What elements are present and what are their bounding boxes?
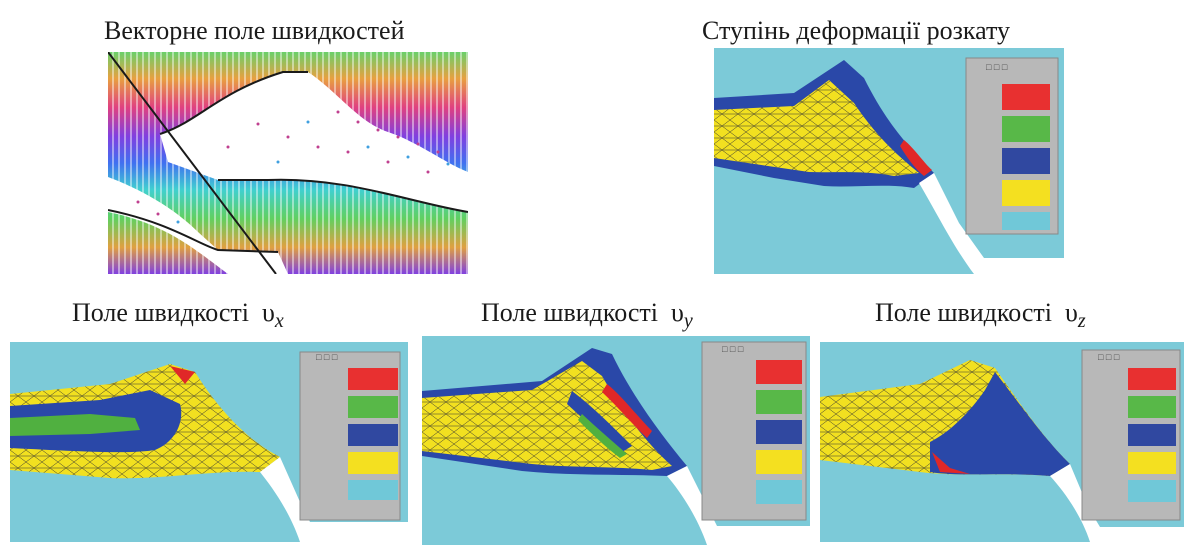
caption-velocity-x-prefix: Поле швидкості bbox=[72, 298, 249, 327]
velocity-z-svg: □ □ □ bbox=[820, 342, 1184, 542]
deformation-svg: □ □ □ bbox=[714, 48, 1064, 274]
caption-deformation: Ступінь деформації розкату bbox=[702, 16, 1011, 45]
velocity-y-image: □ □ □ bbox=[422, 336, 810, 545]
svg-text:□ □ □: □ □ □ bbox=[986, 62, 1008, 72]
velocity-x-svg: □ □ □ bbox=[10, 342, 408, 542]
svg-text:□ □ □: □ □ □ bbox=[1098, 352, 1120, 362]
deformation-image: □ □ □ bbox=[714, 48, 1064, 274]
vector-field-svg bbox=[108, 52, 468, 274]
velocity-z-image: □ □ □ bbox=[820, 342, 1184, 542]
caption-velocity-y-symbol: υ bbox=[670, 298, 684, 327]
velocity-x-image: □ □ □ bbox=[10, 342, 408, 542]
svg-text:□ □ □: □ □ □ bbox=[722, 344, 744, 354]
velocity-y-svg: □ □ □ bbox=[422, 336, 810, 545]
caption-velocity-y-prefix: Поле швидкості bbox=[481, 298, 658, 327]
caption-velocity-x-subscript: x bbox=[274, 310, 284, 332]
caption-velocity-x-symbol: υ bbox=[261, 298, 275, 327]
caption-velocity-y-subscript: y bbox=[683, 310, 693, 332]
caption-velocity-z-subscript: z bbox=[1077, 310, 1086, 332]
caption-velocity-y: Поле швидкості υy bbox=[481, 298, 693, 332]
caption-velocity-x: Поле швидкості υx bbox=[72, 298, 284, 332]
caption-vector-field: Векторне поле швидкостей bbox=[104, 16, 405, 45]
caption-velocity-z-symbol: υ bbox=[1064, 298, 1078, 327]
caption-velocity-z-prefix: Поле швидкості bbox=[875, 298, 1052, 327]
svg-text:□ □ □: □ □ □ bbox=[316, 352, 338, 362]
vector-field-image bbox=[108, 52, 468, 274]
caption-velocity-z: Поле швидкості υz bbox=[875, 298, 1086, 332]
